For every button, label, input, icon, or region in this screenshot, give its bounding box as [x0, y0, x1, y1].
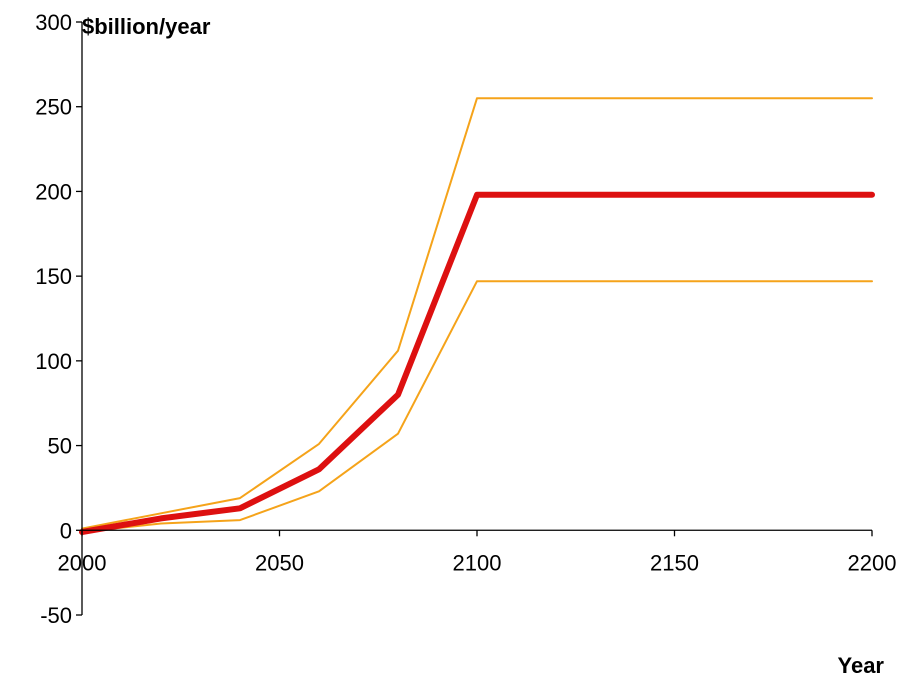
- x-tick-label: 2050: [255, 550, 304, 575]
- y-axis-title: $billion/year: [82, 14, 211, 39]
- x-tick-label: 2100: [453, 550, 502, 575]
- lower-bound-line: [81, 280, 873, 533]
- x-tick-label: 2150: [650, 550, 699, 575]
- x-tick-label: 2200: [848, 550, 897, 575]
- x-axis-ticks: 2000 2050 2100 2150 2200: [58, 530, 897, 575]
- upper-bound-line: [81, 97, 873, 530]
- y-tick-label: 50: [48, 434, 72, 459]
- x-axis-title: Year: [838, 653, 885, 677]
- y-axis-ticks: -50 0 50 100 150 200 250 300: [35, 10, 82, 628]
- x-tick-label: 2000: [58, 550, 107, 575]
- central-estimate-line: [79, 191, 875, 535]
- y-tick-label: 300: [35, 10, 72, 35]
- y-tick-label: 0: [60, 518, 72, 543]
- y-tick-label: 200: [35, 179, 72, 204]
- y-tick-label: 150: [35, 264, 72, 289]
- series-layer: [79, 97, 875, 535]
- y-tick-label: 100: [35, 349, 72, 374]
- y-tick-label: 250: [35, 95, 72, 120]
- y-tick-label: -50: [40, 603, 72, 628]
